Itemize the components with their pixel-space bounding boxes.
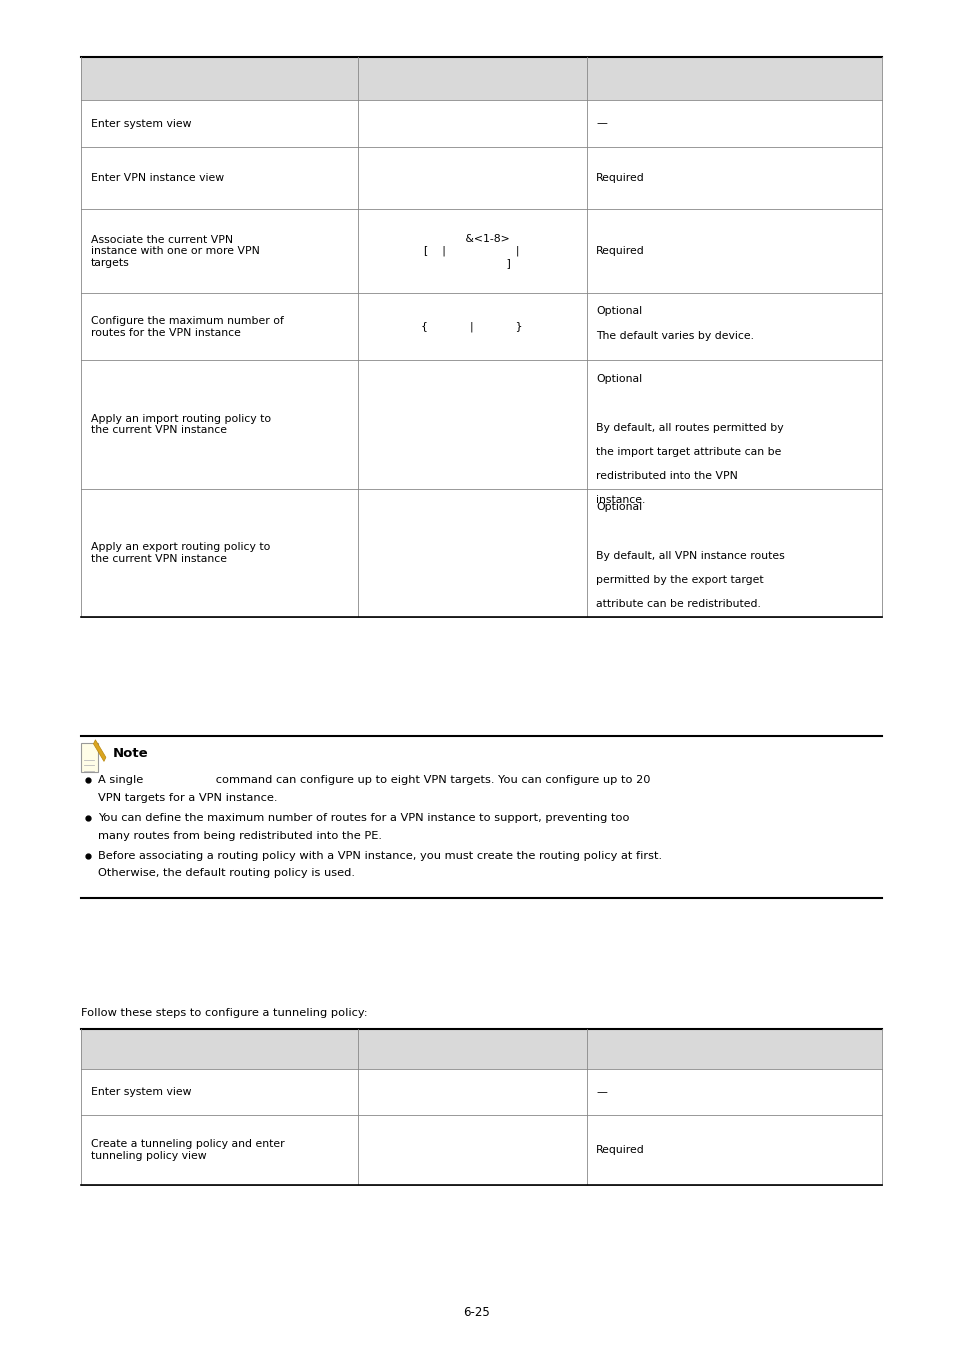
Bar bbox=[81, 1115, 357, 1185]
Text: Enter VPN instance view: Enter VPN instance view bbox=[91, 173, 224, 184]
Text: Create a tunneling policy and enter
tunneling policy view: Create a tunneling policy and enter tunn… bbox=[91, 1139, 284, 1161]
Text: Otherwise, the default routing policy is used.: Otherwise, the default routing policy is… bbox=[98, 868, 355, 879]
Text: 6-25: 6-25 bbox=[463, 1305, 490, 1319]
Bar bbox=[586, 1115, 882, 1185]
Bar bbox=[357, 209, 586, 293]
Text: You can define the maximum number of routes for a VPN instance to support, preve: You can define the maximum number of rou… bbox=[98, 813, 629, 823]
Bar bbox=[357, 1069, 586, 1115]
Text: redistributed into the VPN: redistributed into the VPN bbox=[596, 471, 738, 481]
Bar bbox=[586, 100, 882, 147]
Text: instance.: instance. bbox=[596, 495, 645, 505]
Bar bbox=[81, 1029, 882, 1069]
Polygon shape bbox=[93, 740, 106, 761]
Bar bbox=[357, 1115, 586, 1185]
Bar bbox=[357, 360, 586, 489]
Bar bbox=[586, 360, 882, 489]
Text: many routes from being redistributed into the PE.: many routes from being redistributed int… bbox=[98, 830, 382, 841]
Bar bbox=[586, 1069, 882, 1115]
Bar bbox=[81, 743, 98, 772]
Text: —: — bbox=[596, 1087, 606, 1098]
Bar bbox=[357, 100, 586, 147]
Text: Follow these steps to configure a tunneling policy:: Follow these steps to configure a tunnel… bbox=[81, 1007, 367, 1018]
Text: Optional: Optional bbox=[596, 306, 641, 316]
Bar bbox=[81, 147, 357, 209]
Text: Associate the current VPN
instance with one or more VPN
targets: Associate the current VPN instance with … bbox=[91, 235, 259, 267]
Text: Optional: Optional bbox=[596, 502, 641, 512]
Text: the import target attribute can be: the import target attribute can be bbox=[596, 447, 781, 456]
Text: VPN targets for a VPN instance.: VPN targets for a VPN instance. bbox=[98, 792, 277, 803]
Bar bbox=[357, 489, 586, 617]
Text: Required: Required bbox=[596, 246, 644, 256]
Bar bbox=[357, 293, 586, 360]
Text: Enter system view: Enter system view bbox=[91, 1087, 191, 1098]
Bar bbox=[586, 209, 882, 293]
Text: Before associating a routing policy with a VPN instance, you must create the rou: Before associating a routing policy with… bbox=[98, 850, 661, 861]
Text: Configure the maximum number of
routes for the VPN instance: Configure the maximum number of routes f… bbox=[91, 316, 283, 338]
Bar bbox=[81, 100, 357, 147]
Text: attribute can be redistributed.: attribute can be redistributed. bbox=[596, 599, 760, 609]
Bar bbox=[586, 293, 882, 360]
Bar bbox=[81, 293, 357, 360]
Bar bbox=[586, 489, 882, 617]
Text: &<1-8>
[    |                    |
                     ]: &<1-8> [ | | ] bbox=[424, 235, 519, 267]
Text: Apply an export routing policy to
the current VPN instance: Apply an export routing policy to the cu… bbox=[91, 541, 270, 564]
Bar bbox=[81, 489, 357, 617]
Text: —: — bbox=[596, 119, 606, 128]
Bar bbox=[357, 147, 586, 209]
Text: Required: Required bbox=[596, 1145, 644, 1156]
Text: permitted by the export target: permitted by the export target bbox=[596, 575, 763, 585]
Text: Optional: Optional bbox=[596, 374, 641, 383]
Text: A single                    command can configure up to eight VPN targets. You c: A single command can configure up to eig… bbox=[98, 775, 650, 786]
Text: The default varies by device.: The default varies by device. bbox=[596, 331, 754, 340]
Text: Required: Required bbox=[596, 173, 644, 184]
Text: Note: Note bbox=[112, 747, 148, 760]
Text: By default, all VPN instance routes: By default, all VPN instance routes bbox=[596, 551, 784, 560]
Text: Enter system view: Enter system view bbox=[91, 119, 191, 128]
Bar bbox=[81, 57, 882, 100]
Text: {            |            }: { | } bbox=[421, 321, 522, 332]
Bar bbox=[586, 147, 882, 209]
Bar bbox=[81, 360, 357, 489]
Text: Apply an import routing policy to
the current VPN instance: Apply an import routing policy to the cu… bbox=[91, 414, 271, 435]
Text: By default, all routes permitted by: By default, all routes permitted by bbox=[596, 423, 783, 432]
Bar bbox=[81, 1069, 357, 1115]
Bar bbox=[81, 209, 357, 293]
